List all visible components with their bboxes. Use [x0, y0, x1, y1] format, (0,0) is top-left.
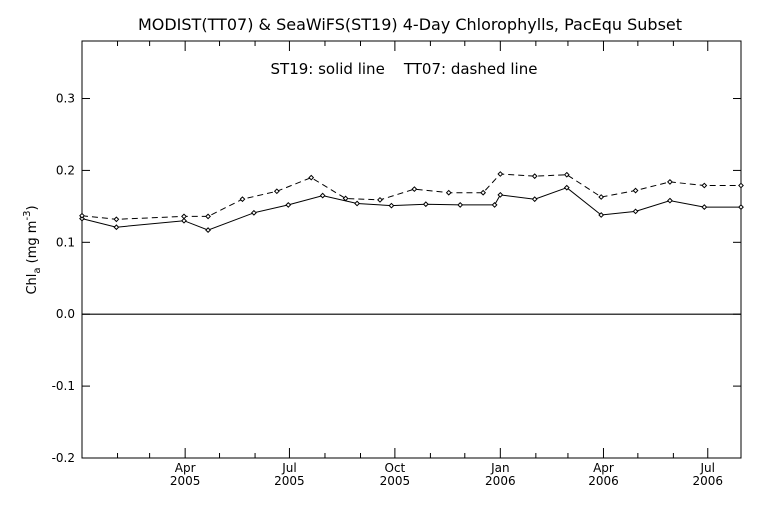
data-point-tt07: [342, 195, 349, 202]
data-point-st19: [632, 208, 639, 215]
data-point-st19: [388, 202, 395, 209]
data-point-tt07: [667, 179, 673, 185]
x-tick-year-label: 2005: [170, 474, 201, 488]
data-point-st19: [422, 201, 429, 208]
x-tick-month-label: Apr: [593, 461, 614, 475]
data-point-tt07: [445, 189, 452, 196]
data-point-st19: [251, 209, 257, 216]
x-tick-year-label: 2005: [274, 474, 305, 488]
data-point-tt07: [598, 194, 605, 200]
data-point-st19: [285, 202, 292, 208]
data-point-tt07: [563, 171, 570, 178]
y-tick-label: 0.0: [56, 307, 75, 321]
data-point-tt07: [377, 196, 383, 203]
data-point-tt07: [497, 171, 504, 177]
chart-subtitle: ST19: solid line TT07: dashed line: [271, 60, 538, 78]
data-point-st19: [181, 217, 187, 224]
svg-text:Chla (mg m-3): Chla (mg m-3): [22, 205, 43, 294]
data-point-tt07: [205, 213, 211, 220]
x-tick-month-label: Jul: [700, 461, 715, 475]
data-point-tt07: [239, 196, 246, 203]
data-point-tt07: [411, 186, 418, 193]
data-point-tt07: [181, 213, 187, 220]
data-point-st19: [563, 184, 570, 191]
data-point-st19: [667, 197, 673, 204]
data-point-st19: [457, 202, 464, 208]
x-tick-year-label: 2005: [380, 474, 411, 488]
data-point-st19: [491, 202, 498, 208]
data-point-st19: [738, 204, 744, 210]
plot-area: -0.2-0.10.00.10.20.3Apr2005Jul2005Oct200…: [52, 40, 744, 488]
data-point-tt07: [701, 182, 708, 189]
x-tick-month-label: Oct: [385, 461, 406, 475]
data-point-st19: [701, 204, 708, 210]
series-line-st19: [81, 187, 741, 231]
plot-frame: [81, 40, 742, 459]
x-tick-month-label: Apr: [175, 461, 196, 475]
y-tick-label: 0.2: [56, 163, 75, 177]
chart-title: MODIST(TT07) & SeaWiFS(ST19) 4-Day Chlor…: [138, 15, 682, 34]
y-label-main: Chl: [25, 274, 40, 295]
x-tick-year-label: 2006: [588, 474, 619, 488]
data-point-st19: [531, 196, 538, 203]
data-point-st19: [497, 191, 504, 198]
y-axis-label: Chla (mg m-3): [22, 205, 43, 294]
y-label-units: (mg m: [25, 221, 40, 264]
data-point-tt07: [273, 188, 280, 195]
data-point-tt07: [113, 216, 120, 223]
y-label-subscript: a: [32, 267, 43, 273]
data-point-tt07: [308, 174, 315, 181]
data-point-tt07: [738, 182, 744, 189]
x-tick-year-label: 2006: [692, 474, 723, 488]
y-tick-label: -0.2: [52, 451, 75, 465]
data-point-tt07: [79, 212, 85, 219]
series-line-tt07: [81, 173, 741, 220]
data-point-st19: [319, 192, 326, 199]
data-point-st19: [354, 200, 360, 207]
x-tick-year-label: 2006: [485, 474, 516, 488]
y-tick-label: 0.1: [56, 235, 75, 249]
data-point-st19: [598, 212, 605, 218]
data-point-tt07: [531, 173, 538, 180]
x-tick-month-label: Jan: [490, 461, 510, 475]
y-tick-label: 0.3: [56, 92, 75, 106]
y-label-close: ): [25, 205, 40, 210]
data-point-st19: [113, 224, 120, 231]
data-point-st19: [205, 227, 211, 233]
data-point-tt07: [632, 187, 639, 194]
x-tick-month-label: Jul: [281, 461, 296, 475]
data-point-tt07: [480, 189, 487, 196]
y-label-superscript: -3: [22, 211, 33, 221]
y-tick-label: -0.1: [52, 379, 75, 393]
